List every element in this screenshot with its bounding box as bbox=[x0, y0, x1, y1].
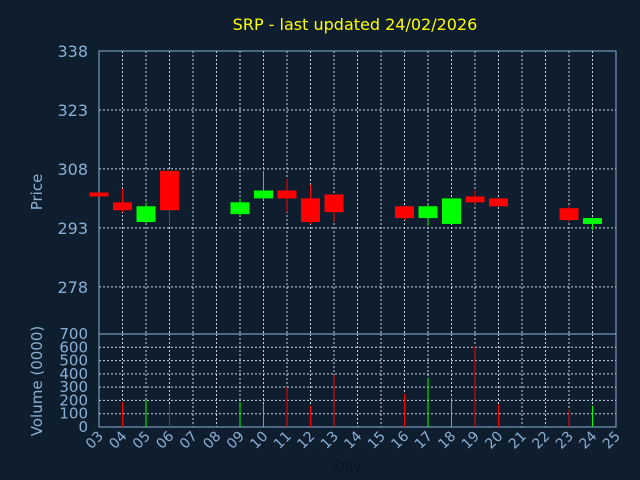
price-tick-label: 323 bbox=[57, 101, 88, 120]
day-tick-label: 06 bbox=[153, 428, 177, 452]
day-tick-label: 08 bbox=[200, 429, 224, 453]
day-tick-label: 21 bbox=[506, 429, 530, 453]
day-tick-label: 16 bbox=[388, 428, 412, 452]
price-tick-label: 308 bbox=[57, 160, 88, 179]
candle-body bbox=[489, 198, 508, 207]
day-tick-label: 20 bbox=[482, 429, 506, 453]
candle-body bbox=[89, 192, 109, 197]
volume-tick-label: 500 bbox=[59, 352, 88, 370]
day-tick-label: 19 bbox=[459, 429, 483, 453]
price-axis: 278 293 308 323 338 bbox=[57, 42, 88, 297]
volume-tick-label: 700 bbox=[59, 325, 88, 343]
volume-panel-frame bbox=[98, 333, 617, 428]
day-tick-label: 07 bbox=[177, 429, 201, 453]
day-tick-label: 04 bbox=[106, 428, 130, 452]
candle-body bbox=[113, 202, 132, 211]
volume-grid bbox=[99, 334, 616, 427]
volume-tick-label: 300 bbox=[59, 378, 88, 396]
day-tick-label: 11 bbox=[271, 429, 295, 453]
day-tick-label: 23 bbox=[553, 429, 577, 453]
price-tick-label: 338 bbox=[57, 42, 88, 61]
candle-body bbox=[160, 170, 179, 211]
candle-body bbox=[442, 198, 461, 224]
candle-body bbox=[395, 206, 414, 219]
day-tick-label: 10 bbox=[247, 429, 271, 453]
volume-tick-label: 100 bbox=[59, 405, 88, 423]
candlestick-series bbox=[89, 170, 602, 230]
candle-body bbox=[254, 190, 273, 199]
candle-body bbox=[418, 206, 438, 219]
day-tick-label: 13 bbox=[318, 429, 342, 453]
day-tick-label: 15 bbox=[365, 429, 389, 453]
day-tick-label: 22 bbox=[529, 429, 553, 453]
volume-series bbox=[122, 345, 593, 427]
candle-body bbox=[136, 206, 156, 222]
candle-body bbox=[230, 202, 250, 215]
day-tick-label: 25 bbox=[600, 429, 624, 453]
day-tick-label: 12 bbox=[294, 429, 318, 453]
day-tick-label: 17 bbox=[412, 429, 436, 453]
price-tick-label: 293 bbox=[57, 219, 88, 238]
volume-axis-label: Volume (0000) bbox=[28, 326, 46, 436]
chart-title: SRP - last updated 24/02/2026 bbox=[233, 15, 478, 34]
price-axis-label: Price bbox=[28, 174, 46, 211]
candle-body bbox=[583, 218, 602, 224]
candle-body bbox=[324, 194, 344, 213]
candle-body bbox=[277, 190, 297, 199]
day-tick-label: 14 bbox=[341, 428, 365, 452]
day-tick-label: 18 bbox=[435, 429, 459, 453]
x-axis-label: Day bbox=[334, 459, 362, 475]
price-tick-label: 278 bbox=[57, 278, 88, 297]
volume-tick-label: 200 bbox=[59, 391, 88, 409]
day-tick-label: 24 bbox=[576, 428, 600, 452]
volume-tick-label: 0 bbox=[78, 418, 88, 436]
day-tick-label: 09 bbox=[224, 429, 248, 453]
volume-tick-label: 600 bbox=[59, 338, 88, 356]
day-axis: 03 04 05 06 07 08 09 10 11 12 13 14 15 16 17 18 19 20 21 22… bbox=[83, 428, 624, 452]
candle-body bbox=[301, 198, 320, 222]
candle-body bbox=[465, 196, 485, 203]
day-tick-label: 05 bbox=[130, 429, 154, 453]
candle-body bbox=[559, 208, 579, 221]
volume-tick-label: 400 bbox=[59, 365, 88, 383]
